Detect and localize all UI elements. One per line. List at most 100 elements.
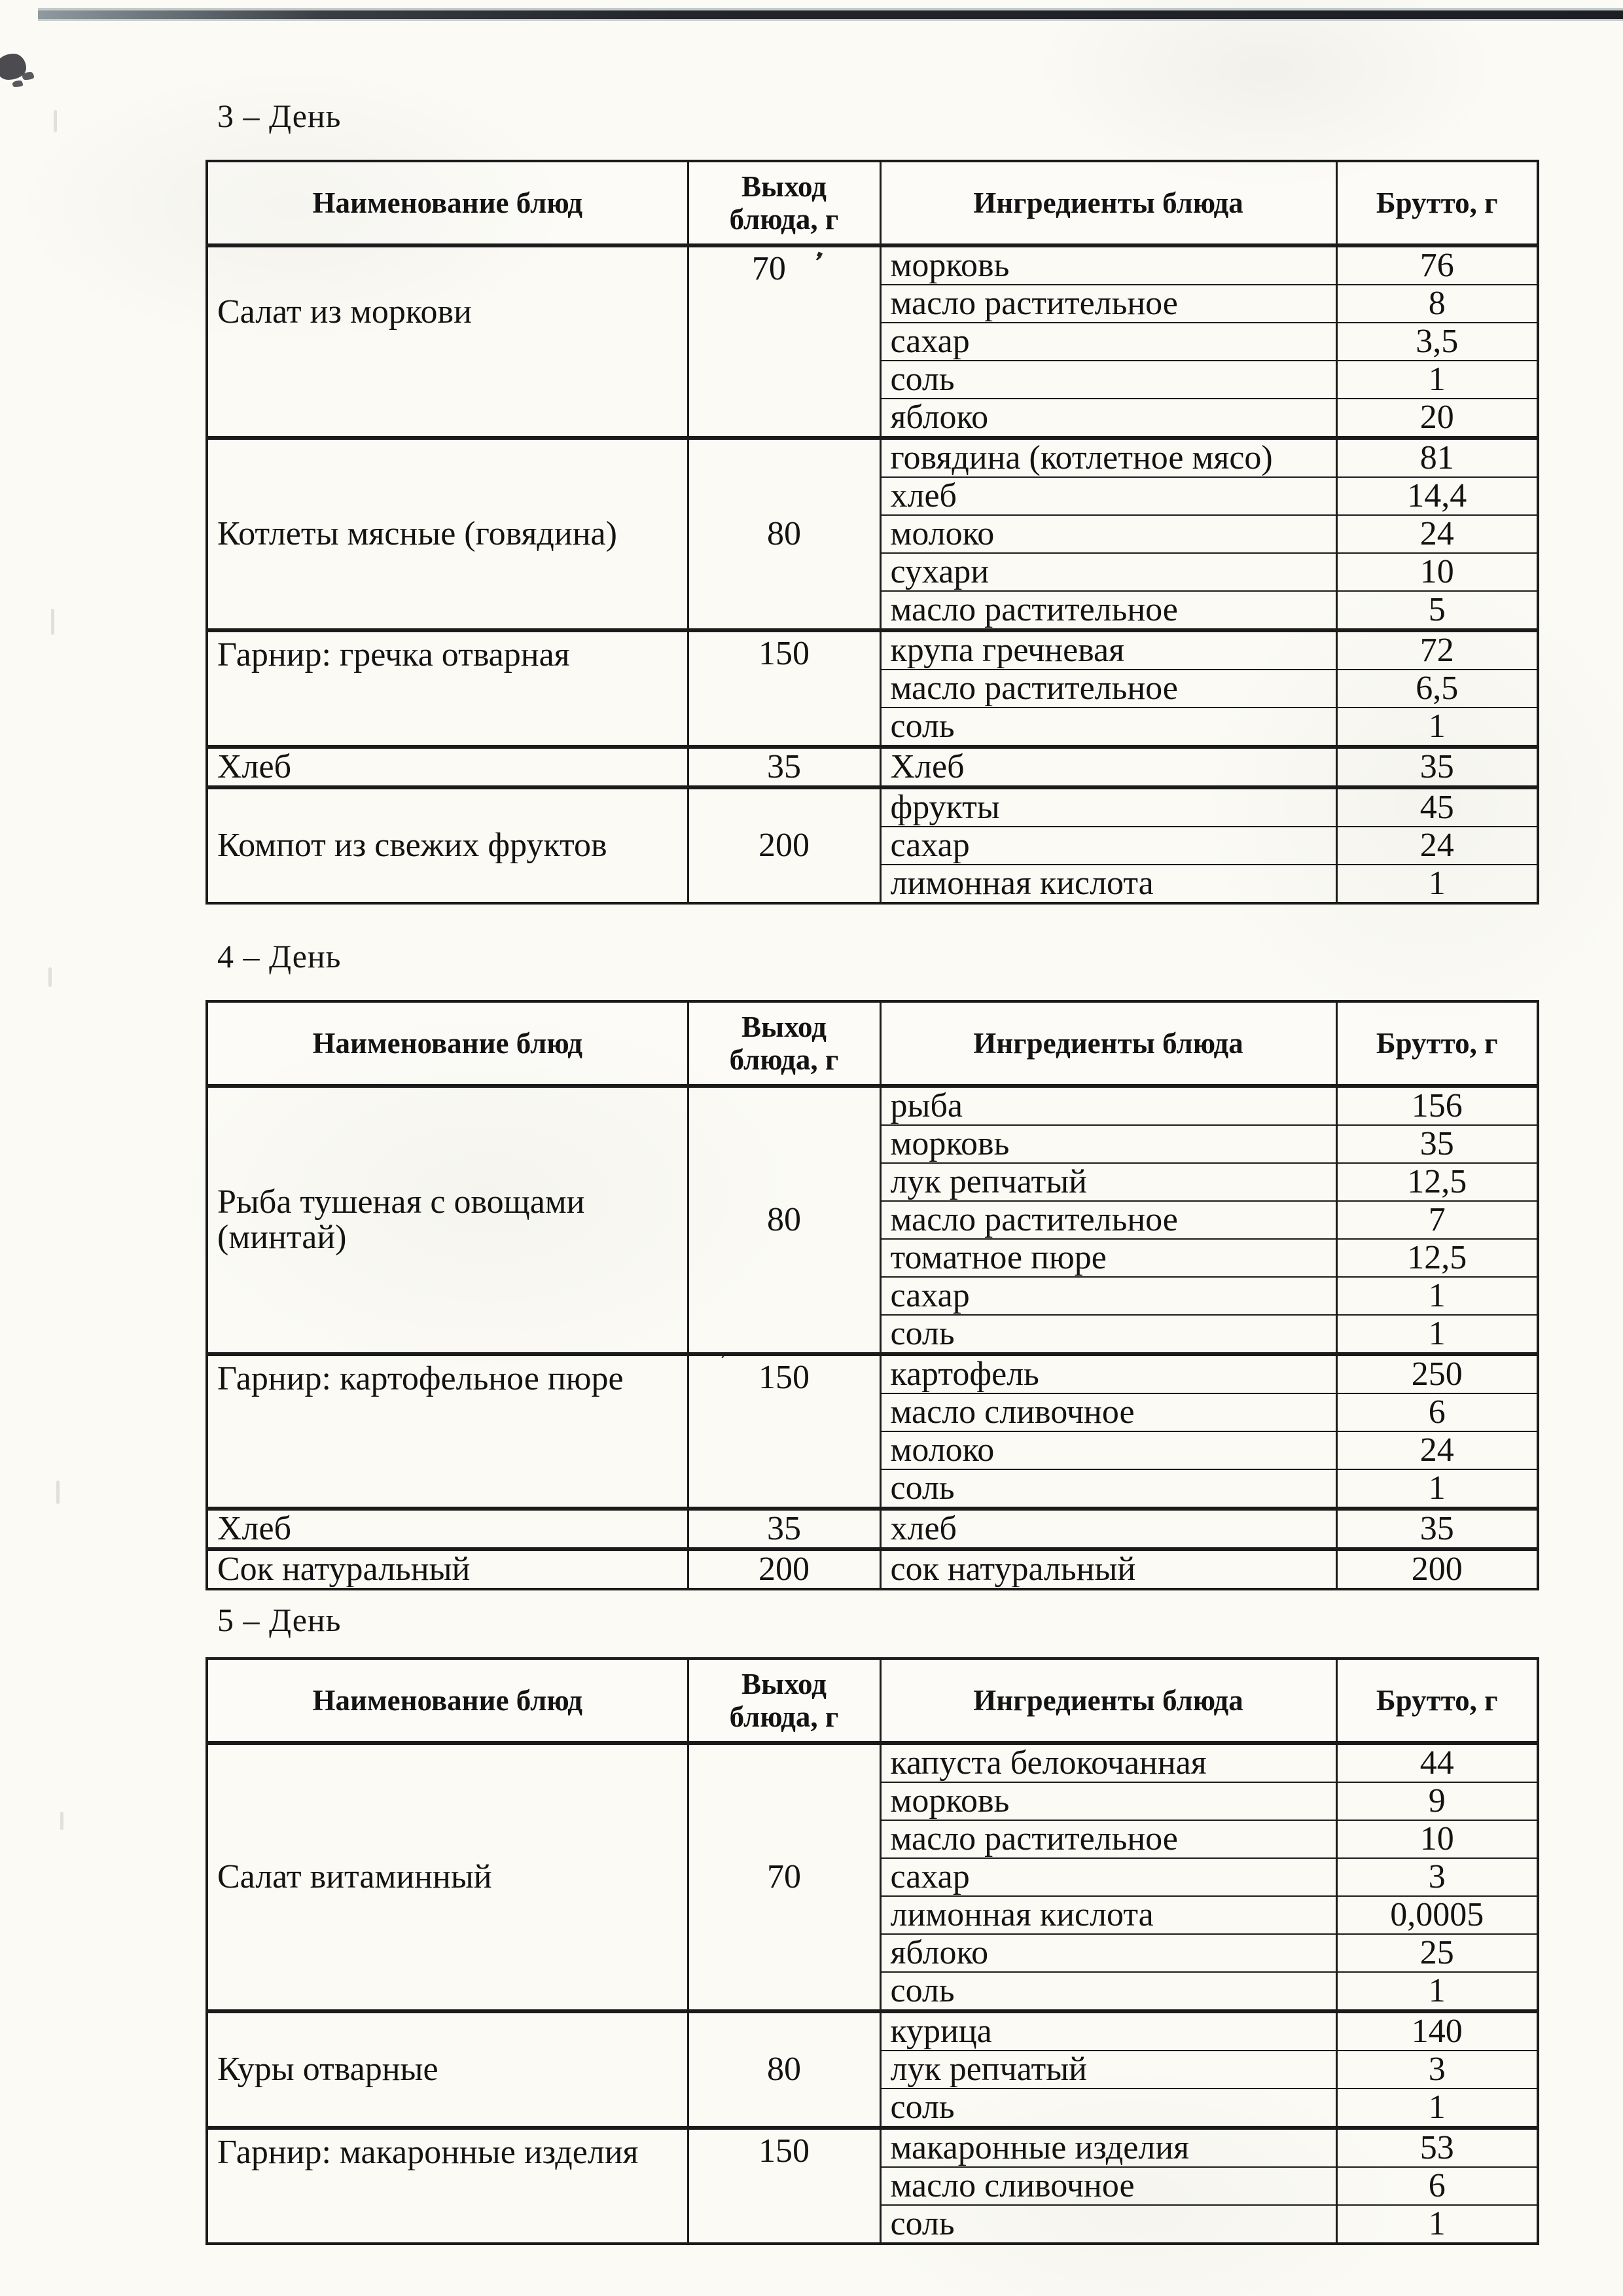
ingredient-name-cell: курица [879,2009,1338,2051]
table-row: масло растительное 5 [207,590,1539,631]
header-row: Наименование блюд Выход блюда, г Ингредиен… [205,160,1539,247]
ingredient-name-cell: масло растительное [879,590,1338,631]
margin-smudge [51,609,54,635]
ingredient-gross-cell: 0,0005 [1335,1895,1539,1935]
table-row: сахар 1 [207,1276,1539,1316]
table-row: томатное пюре 12,5 [207,1238,1539,1278]
dish-output-cell: 150 [687,628,882,747]
header-row: Наименование блюд Выход блюда, г Ингредиен… [205,1657,1539,1745]
ingredient-gross-cell: 6,5 [1335,669,1539,708]
ingredient-gross-cell: 3 [1335,1857,1539,1897]
table-row: масло растительное 6,5 [207,669,1539,708]
ingredient-gross-cell: 81 [1335,436,1539,478]
ingredient-gross-cell: 1 [1335,1276,1539,1316]
table-row: масло растительное 10 [207,1820,1539,1859]
table-row: лимонная кислота 0,0005 [207,1895,1539,1935]
ingredient-name-cell: сахар [879,1857,1338,1897]
ingredient-gross-cell: 140 [1335,2009,1539,2051]
margin-smudge [60,1812,63,1830]
dish-name: Рыба тушеная с овощами (минтай) [217,1183,585,1256]
dish-output-cell: 200 [687,785,882,904]
ingredient-name-cell: морковь [879,1782,1338,1821]
table-row: морковь 35 [207,1124,1539,1164]
dish-output-value: 150 [758,635,810,672]
table-row: Гарнир: картофельное пюре 150 ❜ картофель 25… [205,1352,1539,1509]
dish-name-cell: Салат витаминный [205,1741,689,2012]
dish-name-cell: Хлеб [205,745,689,788]
ingredient-name-cell: картофель [879,1352,1338,1394]
dish-output-cell: 80 [687,1084,882,1355]
table-row: Салат витаминный 70 капуста белокочанная 44 [205,1741,1539,2012]
header-row: Наименование блюд Выход блюда, г Ингредиен… [205,1000,1539,1088]
table-header: Наименование блюд Выход блюда, г Ингредиен… [205,1000,1539,1088]
ingredient-gross-cell: 1 [1335,864,1539,904]
ingredient-name-cell: сахар [879,322,1338,361]
ingredient-gross-cell: 9 [1335,1782,1539,1821]
dish-output-value: 70 [767,1857,801,1895]
ingredient-name-cell: молоко [879,1431,1338,1470]
table-row: соль 1 [207,2204,1539,2244]
column-header-ingredients: Ингредиенты блюда [879,160,1338,247]
dish-output-cell: 70 [687,1741,882,2012]
ingredient-gross-cell: 24 [1335,514,1539,554]
ingredient-gross-cell: 1 [1335,2204,1539,2244]
table-row: соль 1 [207,1314,1539,1355]
dish-name-cell: Салат из моркови [205,243,689,439]
dish-name-cell: Рыба тушеная с овощами (минтай) [205,1084,689,1355]
ingredient-gross-cell: 35 [1335,745,1539,788]
table-row: масло сливочное 6 [207,1393,1539,1432]
table-row: соль 1 [207,1469,1539,1509]
ingredient-gross-cell: 20 [1335,398,1539,439]
ink-blob-artifact [0,54,26,80]
column-header-ingredients: Ингредиенты блюда [879,1657,1338,1745]
margin-smudge [48,967,52,987]
dish-output-value: 150 [758,2132,810,2170]
table-row: соль 1 [207,2088,1539,2128]
table-row: яблоко 20 [207,398,1539,439]
ingredient-name-cell: яблоко [879,398,1338,439]
table-row: масло растительное 8 [207,284,1539,323]
column-header-gross: Брутто, г [1335,1657,1539,1745]
ingredient-gross-cell: 6 [1335,1393,1539,1432]
dish-output-cell: 35 [687,745,882,788]
table-body: Салат витаминный 70 капуста белокочанная 44… [205,1741,1539,2244]
dish-output-value: 35 [767,747,801,785]
table-row: Хлеб 35 Хлеб 35 [205,745,1539,788]
dish-output-cell: 150 [687,2126,882,2244]
ingredient-name-cell: масло сливочное [879,2166,1338,2206]
ingredient-name-cell: говядина (котлетное мясо) [879,436,1338,478]
table-row: Куры отварные 80 курица 140 [205,2009,1539,2128]
dish-name: Котлеты мясные (говядина) [217,514,617,552]
dish-output-value: 70 [751,250,786,287]
ingredient-name-cell: фрукты [879,785,1338,827]
dish-name: Куры отварные [217,2050,438,2088]
pen-mark-icon: ❜ [807,247,826,277]
column-header-ingredients: Ингредиенты блюда [879,1000,1338,1088]
ingredient-gross-cell: 6 [1335,2166,1539,2206]
table-body: Рыба тушеная с овощами (минтай) 80 рыба 156… [205,1084,1539,1590]
dish-name-cell: Хлеб [205,1507,689,1550]
ingredient-name-cell: молоко [879,514,1338,554]
ingredient-name-cell: масло сливочное [879,1393,1338,1432]
day-title: 4 – День [217,938,342,975]
dish-name: Хлеб [217,747,292,785]
ingredient-name-cell: хлеб [879,1507,1338,1550]
column-header-dish: Наименование блюд [205,160,689,247]
table-body: Салат из моркови 70 ❜ морковь 76 масло растит… [205,243,1539,904]
ingredient-gross-cell: 156 [1335,1084,1539,1126]
ingredient-name-cell: крупа гречневая [879,628,1338,670]
ingredient-name-cell: сахар [879,826,1338,865]
table-row: сахар 24 [207,826,1539,865]
ingredient-gross-cell: 12,5 [1335,1162,1539,1202]
ingredient-name-cell: капуста белокочанная [879,1741,1338,1783]
menu-table: Наименование блюд Выход блюда, г Ингредиен… [205,1000,1539,1590]
table-row: Хлеб 35 хлеб 35 [205,1507,1539,1550]
dish-name-cell: Гарнир: картофельное пюре [205,1352,689,1509]
menu-table: Наименование блюд Выход блюда, г Ингредиен… [205,160,1539,905]
dish-name: Гарнир: макаронные изделия [217,2134,639,2171]
ingredient-gross-cell: 24 [1335,826,1539,865]
table-row: лимонная кислота 1 [207,864,1539,904]
ingredient-gross-cell: 10 [1335,1820,1539,1859]
table-row: молоко 24 [207,1431,1539,1470]
